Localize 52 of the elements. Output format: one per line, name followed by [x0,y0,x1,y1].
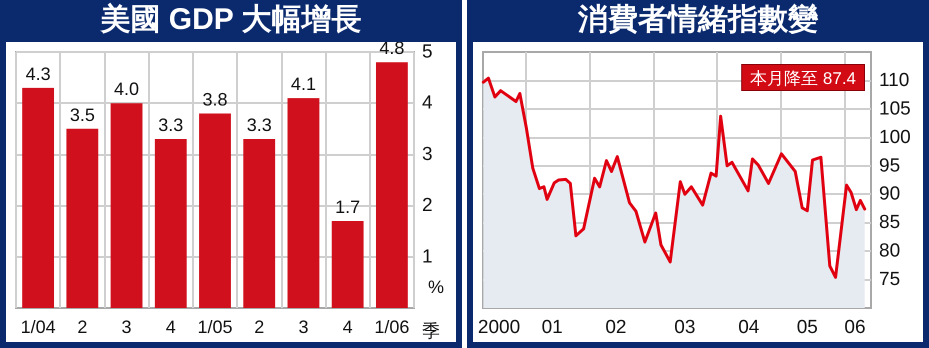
y-tick-label: 85 [879,212,900,234]
bar [66,128,98,308]
x-tick-label: 4 [342,317,353,337]
x-tick-label: 3 [298,317,308,337]
data-label: 4.0 [114,79,140,100]
data-label: 1.7 [335,196,360,217]
y-tick-label: 1 [422,246,433,268]
x-tick-label: 05 [796,317,818,338]
y-tick-label: 100 [879,126,911,148]
annotation: 本月降至 87.4 [750,69,856,88]
y-tick-label: 95 [879,155,900,176]
bar [376,62,408,308]
data-label: 3.3 [246,115,272,136]
y-axis-title: % [428,277,444,297]
x-tick-label: 1/06 [374,317,410,337]
bar [154,139,187,308]
x-tick-label: 2 [254,317,264,337]
y-tick-label: 4 [422,92,433,114]
x-tick-label: 01 [542,317,563,338]
x-tick-label: 1/04 [20,317,56,337]
x-tick-label: 3 [122,317,132,337]
y-tick-label: 90 [879,184,900,205]
x-tick-label: 2000 [478,317,520,338]
x-tick-label: 03 [674,317,696,338]
y-tick-label: 3 [422,144,433,165]
bar [199,113,231,308]
bar [288,98,320,308]
data-label: 4.1 [290,74,316,94]
bar [22,88,54,308]
x-tick-label: 2 [77,317,88,337]
y-tick-label: 110 [879,70,910,91]
x-tick-label: 1/05 [197,317,233,337]
bar [332,220,364,308]
data-label: 3.5 [70,104,95,125]
bar [110,103,142,308]
y-tick-label: 2 [422,195,433,216]
x-tick-label: 02 [605,317,626,338]
y-tick-label: 5 [422,42,433,62]
data-label: 4.8 [379,38,404,58]
data-label: 4.3 [26,64,51,84]
data-label: 3.8 [202,89,228,110]
y-tick-label: 80 [879,240,900,262]
data-label: 3.3 [158,115,184,136]
bar [243,139,276,308]
x-tick-label: 04 [738,317,760,338]
y-tick-label: 75 [879,269,900,290]
chart-title: 消費者情緒指數變 [577,2,820,38]
chart-title: 美國 GDP 大幅增長 [99,2,363,38]
x-tick-label: 4 [166,317,176,337]
x-tick-label: 06 [844,317,866,338]
y-tick-label: 105 [879,98,911,120]
x-axis-title: 季 [422,321,440,341]
